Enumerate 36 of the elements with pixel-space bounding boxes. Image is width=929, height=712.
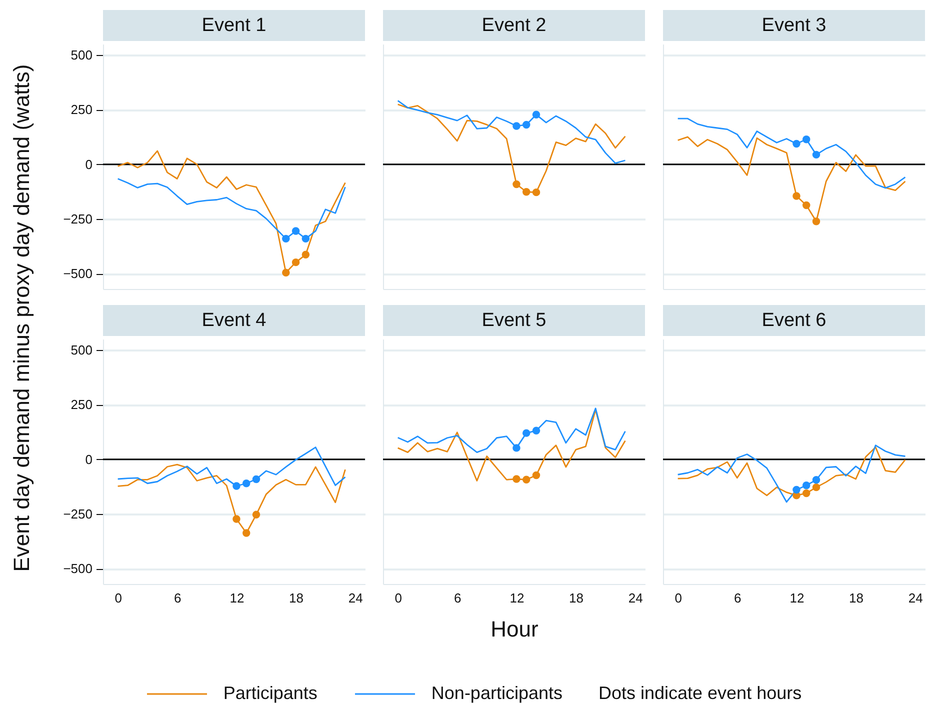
chart-title: Event 1 [103, 10, 365, 41]
y-tick-label: 250 [70, 397, 92, 412]
x-tick-label: 6 [454, 590, 462, 606]
x-tick-label: 0 [674, 590, 682, 606]
legend-label: Non-participants [431, 683, 562, 704]
chart-title: Event 5 [383, 305, 645, 336]
y-tick-label: −500 [63, 561, 92, 576]
text: Dots indicate event hours [598, 683, 802, 704]
legend-label: Participants [223, 683, 318, 704]
chart-title: Event 6 [663, 305, 925, 336]
x-tick-label: 24 [908, 590, 923, 606]
chart-title: Event 3 [663, 10, 925, 41]
y-tick-label: 500 [70, 47, 92, 62]
x-axis-title: Hour [490, 616, 538, 642]
y-axis-title: Event day demand minus proxy day demand (watts) [9, 64, 35, 572]
y-tick-label: 250 [70, 102, 92, 118]
x-tick-label: 18 [289, 590, 304, 606]
chart-title: Event 4 [103, 305, 365, 336]
y-tick-label: −250 [63, 212, 92, 226]
x-tick-label: 0 [394, 590, 402, 606]
x-tick-label: 12 [230, 590, 244, 606]
y-tick-label: 0 [85, 156, 92, 172]
x-tick-label: 24 [628, 590, 643, 606]
x-tick-label: 12 [790, 590, 804, 606]
chart-title: Event 2 [383, 10, 645, 41]
x-tick-label: 0 [114, 590, 122, 606]
y-tick-label: −500 [63, 266, 92, 282]
x-tick-label: 18 [849, 590, 864, 606]
y-tick-label: 0 [85, 452, 92, 467]
y-tick-label: 500 [70, 342, 92, 358]
x-tick-label: 6 [734, 590, 742, 606]
x-tick-label: 6 [174, 590, 182, 606]
x-tick-label: 18 [569, 590, 584, 606]
y-tick-label: −250 [63, 506, 92, 522]
x-tick-label: 24 [348, 590, 363, 606]
x-tick-label: 12 [510, 590, 524, 606]
